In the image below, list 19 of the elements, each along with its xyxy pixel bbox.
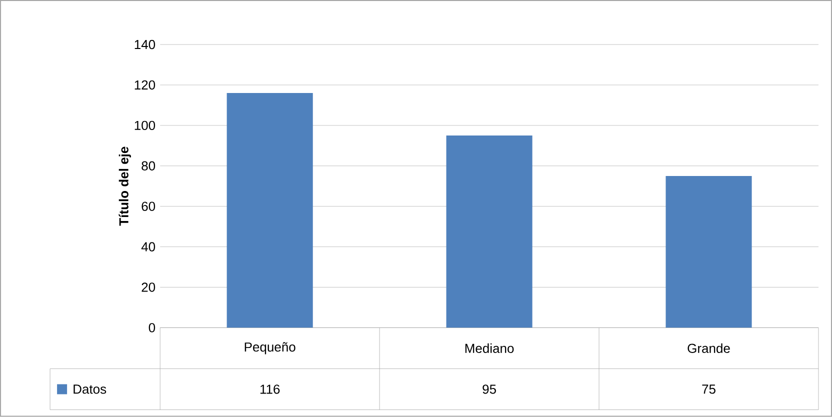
x-tick-label: Pequeño [244,342,296,354]
data-label: 95 [482,384,496,394]
y-tick-label: 120 [134,80,156,90]
data-label: 116 [260,384,280,394]
y-tick-label: 60 [142,202,156,212]
y-tick-label: 20 [142,282,156,292]
y-tick-label: 0 [148,323,156,332]
x-tick-label: Mediano [465,344,514,354]
y-tick-label: 80 [142,161,156,171]
bar [226,93,313,328]
y-tick-label: 100 [134,120,156,130]
x-tick-label: Grande [688,344,730,354]
bar [666,176,752,328]
y-tick-label: 40 [141,242,156,252]
y-axis-title: Título del eje [118,146,131,226]
bar [446,136,532,328]
data-label: 75 [702,384,716,394]
legend-label: Datos [74,384,106,394]
y-tick-label: 140 [134,40,156,50]
